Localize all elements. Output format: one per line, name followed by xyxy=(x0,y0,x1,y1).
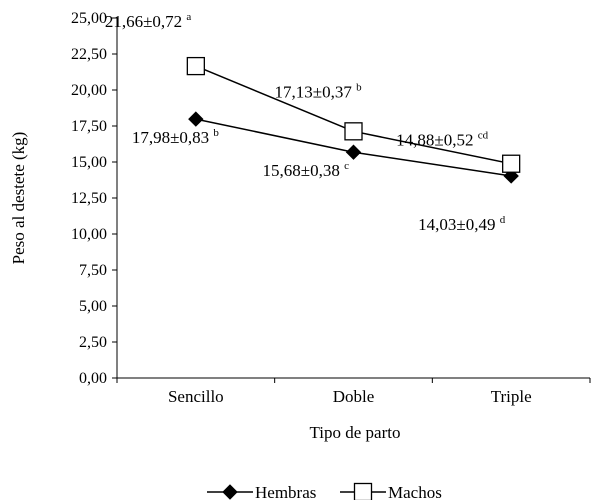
y-tick-label: 25,00 xyxy=(71,10,107,27)
data-label: 17,98±0,83 b xyxy=(132,127,220,147)
data-point-diamond xyxy=(345,144,362,160)
y-tick-label: 0,00 xyxy=(79,370,107,387)
data-point-square xyxy=(344,122,363,141)
y-tick-label: 10,00 xyxy=(71,226,107,243)
data-label: 14,03±0,49 d xyxy=(418,214,506,234)
data-point-square xyxy=(186,56,205,76)
y-tick-label: 22,50 xyxy=(71,46,107,63)
y-tick-label: 15,00 xyxy=(71,154,107,171)
legend-item-machos: Machos xyxy=(340,482,442,500)
y-tick-label: 2,50 xyxy=(79,334,107,351)
legend-marker-square xyxy=(353,482,373,500)
x-category-label: Sencillo xyxy=(168,387,224,406)
data-label: 17,13±0,37 b xyxy=(275,81,363,101)
legend-marker-diamond xyxy=(222,484,238,500)
y-tick-label: 5,00 xyxy=(79,298,107,315)
legend: Hembras Machos xyxy=(207,482,442,500)
legend-label: Hembras xyxy=(255,483,316,500)
legend-label: Machos xyxy=(388,483,442,500)
data-point-square xyxy=(502,154,521,173)
x-axis: Sencillo Doble Triple xyxy=(116,377,591,406)
data-label: 14,88±0,52 cd xyxy=(396,130,488,150)
x-axis-title: Tipo de parto xyxy=(310,423,401,442)
y-axis: 0,00 2,50 5,00 7,50 10,00 12,50 15,00 17,50 20,0… xyxy=(71,10,118,387)
plot-series xyxy=(186,56,521,184)
y-tick-label: 7,50 xyxy=(79,262,107,279)
x-category-label: Doble xyxy=(333,387,375,406)
series-machos xyxy=(186,56,521,173)
legend-item-hembras: Hembras xyxy=(207,483,316,500)
x-category-label: Triple xyxy=(491,387,532,406)
data-point-diamond xyxy=(188,111,204,127)
y-axis-title: Peso al destete (kg) xyxy=(9,132,28,265)
data-labels: 17,98±0,83 b 15,68±0,38 c 14,03±0,49 d 21,6… xyxy=(105,11,506,234)
data-label: 21,66±0,72 a xyxy=(105,11,192,31)
y-tick-label: 17,50 xyxy=(71,118,107,135)
data-label: 15,68±0,38 c xyxy=(263,160,350,180)
y-tick-label: 12,50 xyxy=(71,190,107,207)
y-tick-label: 20,00 xyxy=(71,82,107,99)
